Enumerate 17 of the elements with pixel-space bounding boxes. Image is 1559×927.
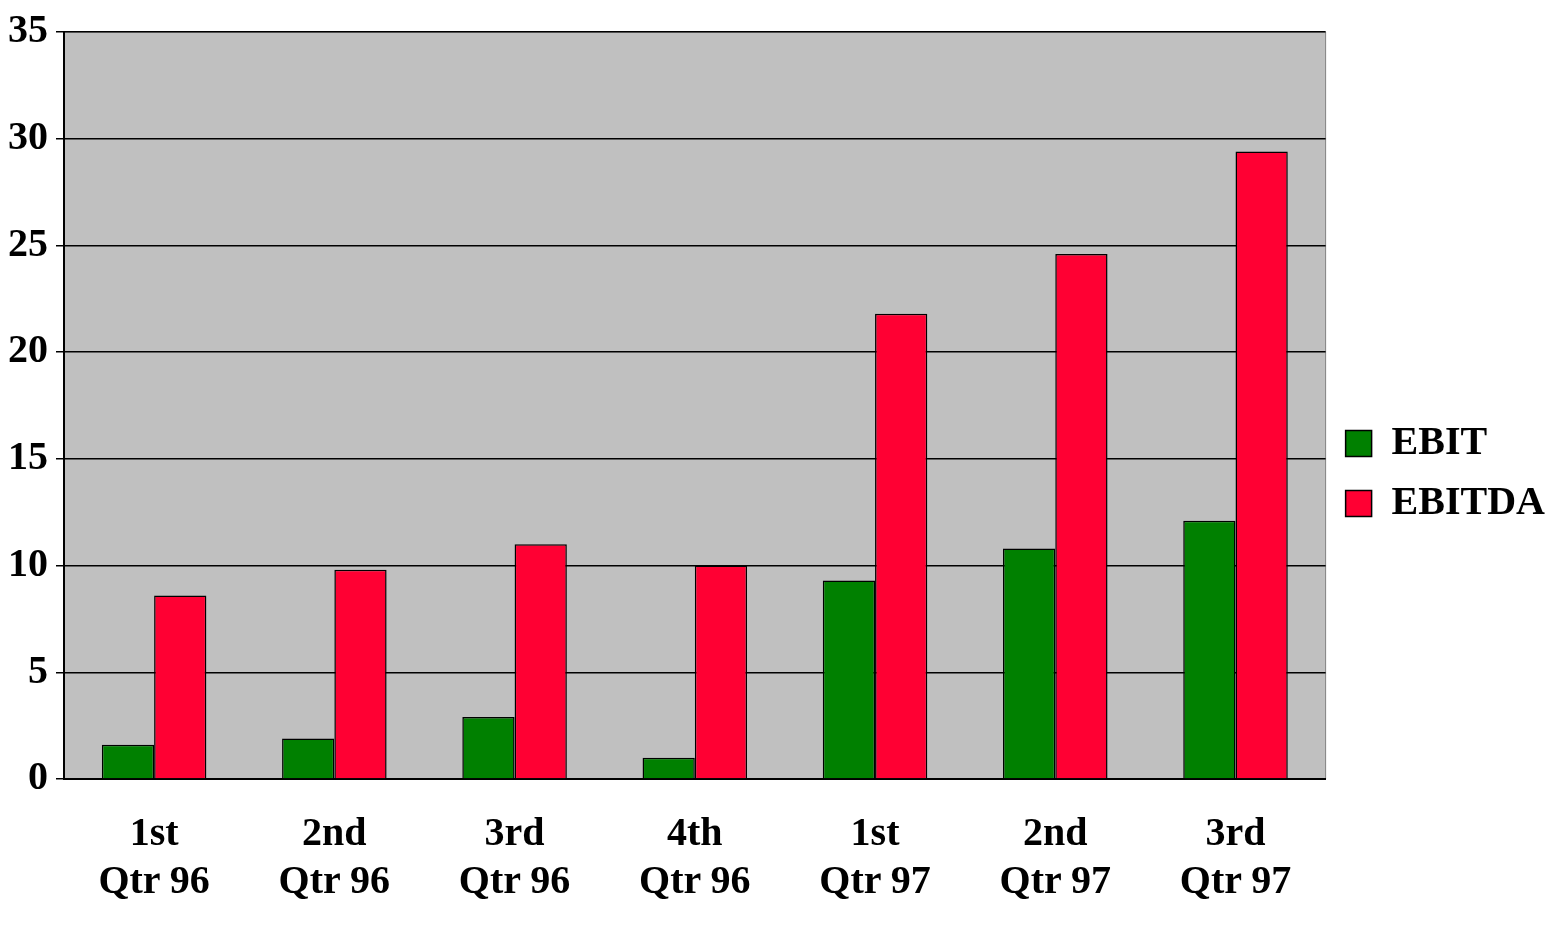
x-tick-label: 2nd Qtr 97 — [999, 809, 1112, 903]
x-tick-label: 1st Qtr 96 — [98, 809, 210, 903]
y-tick-label: 15 — [8, 433, 48, 479]
y-tick-label: 5 — [28, 646, 48, 692]
x-tick-label: 3rd Qtr 97 — [1179, 809, 1292, 903]
y-tick-label: 20 — [8, 326, 48, 372]
legend-label: EBITDA — [1391, 477, 1546, 523]
x-tick-label: 3rd Qtr 96 — [458, 809, 571, 903]
legend-label: EBIT — [1391, 417, 1488, 463]
y-tick-label: 35 — [8, 6, 48, 52]
y-tick-label: 10 — [8, 539, 48, 585]
y-tick-label: 0 — [28, 753, 48, 799]
x-tick-label: 4th Qtr 96 — [639, 809, 751, 903]
x-tick-label: 1st Qtr 97 — [819, 809, 931, 903]
x-tick-label: 2nd Qtr 96 — [278, 809, 391, 903]
y-tick-label: 25 — [8, 219, 48, 265]
y-tick-label: 30 — [8, 113, 48, 159]
